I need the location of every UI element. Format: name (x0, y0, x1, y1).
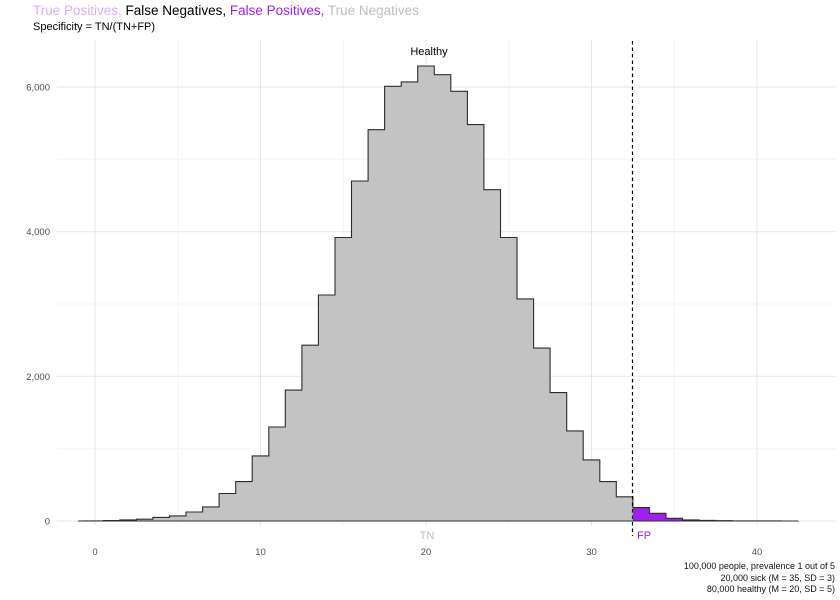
healthy-distribution-area (78, 66, 633, 521)
plot-subtitle: Specificity = TN/(TN+FP) (33, 21, 156, 33)
y-tick-label: 4,000 (26, 227, 50, 238)
x-tick-label: 30 (586, 547, 597, 558)
caption-line-2: 20,000 sick (M = 35, SD = 3) (720, 572, 835, 583)
title-segment-true-negatives: True Negatives (324, 3, 419, 18)
x-tick-label: 10 (255, 547, 266, 558)
plot-title: True Positives, False Negatives, False P… (33, 3, 419, 19)
annotation-healthy: Healthy (410, 46, 448, 58)
x-tick-label: 20 (421, 547, 432, 558)
title-segment-false-positives: False Positives, (229, 3, 325, 18)
annotation-fp: FP (636, 530, 652, 542)
y-tick-label: 2,000 (26, 372, 50, 383)
caption-line-3: 80,000 healthy (M = 20, SD = 5) (706, 584, 835, 595)
false-positive-area (632, 507, 799, 521)
y-tick-label: 0 (45, 517, 50, 528)
x-tick-label: 0 (92, 547, 97, 558)
y-tick-label: 6,000 (26, 83, 50, 94)
plot-caption: 100,000 people, prevalence 1 out of 5 20,… (684, 561, 835, 596)
annotation-tn: TN (419, 530, 435, 542)
histogram-outline (77, 65, 799, 522)
title-segment-true-positives: True Positives, (33, 3, 122, 18)
caption-line-1: 100,000 people, prevalence 1 out of 5 (683, 561, 835, 571)
x-tick-label: 40 (752, 547, 763, 558)
title-segment-false-negatives: False Negatives, (121, 3, 230, 18)
